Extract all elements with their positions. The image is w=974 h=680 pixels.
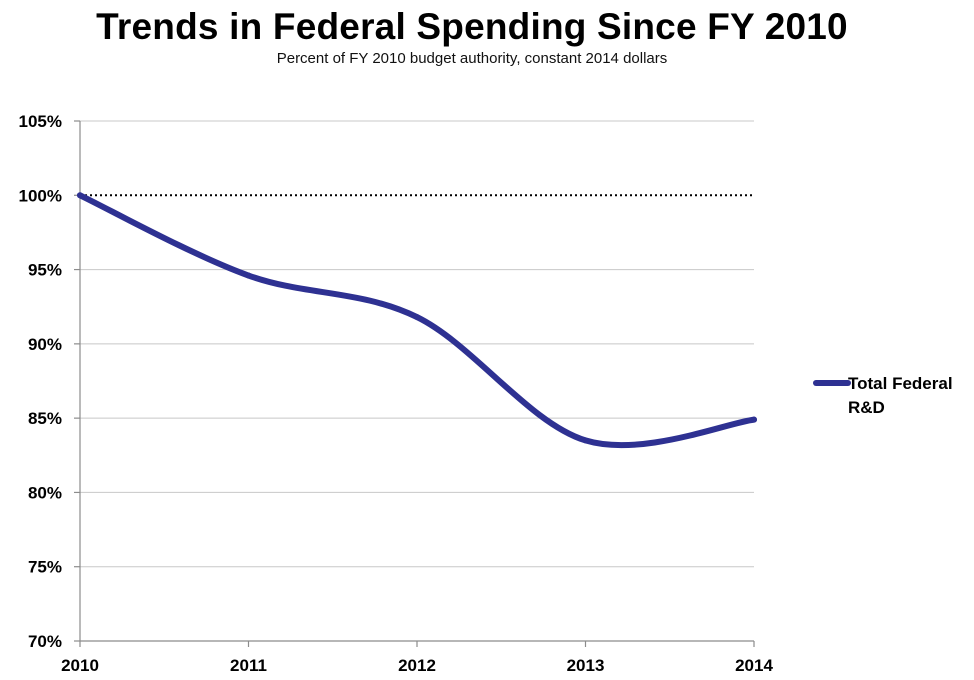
data-point-2014 [751,416,757,423]
y-tick-label-85: 85% [28,409,62,428]
x-tick-label-2014: 2014 [735,656,773,675]
chart-title: Trends in Federal Spending Since FY 2010 [96,6,848,47]
data-point-2013 [582,437,589,444]
data-point-2011 [245,272,252,279]
series-line-0 [77,192,757,449]
legend-label-line-2: R&D [848,398,885,417]
y-tick-label-105: 105% [19,112,62,131]
legend-label-line-1: Total Federal [848,374,953,393]
y-tick-label-100: 100% [19,186,62,205]
y-tick-label-95: 95% [28,261,62,280]
x-tick-label-2010: 2010 [61,656,99,675]
chart-subtitle: Percent of FY 2010 budget authority, con… [276,50,668,67]
y-tick-label-75: 75% [28,558,62,577]
y-tick-label-90: 90% [28,335,62,354]
x-tick-label-2011: 2011 [230,656,267,675]
y-tick-label-70: 70% [28,632,62,651]
data-point-2012 [414,314,420,321]
y-tick-label-80: 80% [28,483,62,502]
data-point-2010 [77,192,83,199]
x-tick-label-2013: 2013 [567,656,605,675]
x-tick-label-2012: 2012 [398,656,436,675]
